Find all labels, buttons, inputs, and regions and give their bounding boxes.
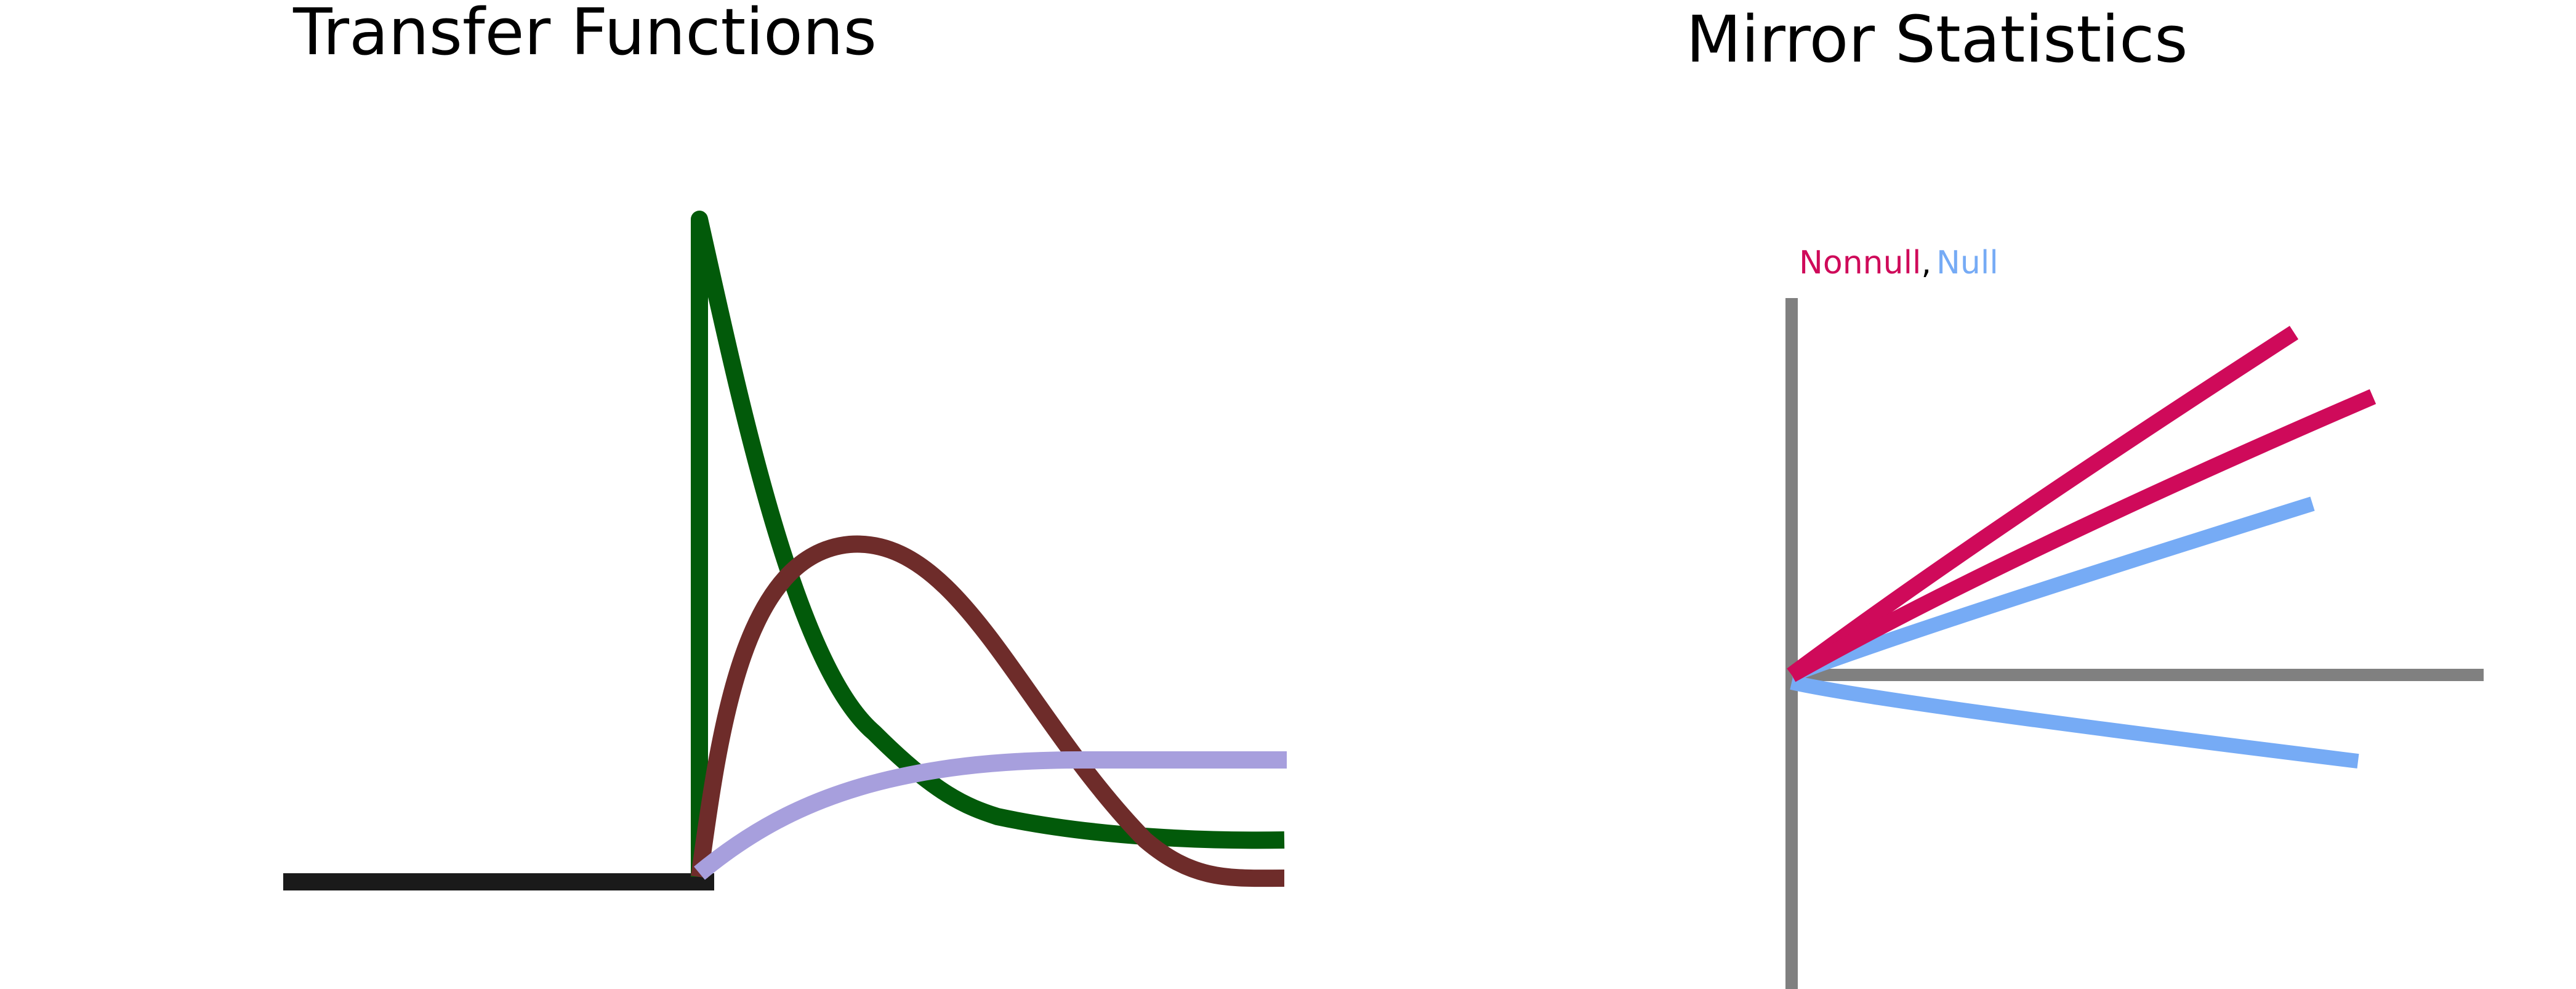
- mirror-statistics-title: Mirror Statistics: [1686, 2, 2188, 77]
- null-line-lower: [1790, 675, 2359, 769]
- brown-hump-curve: [691, 535, 1285, 887]
- null-line-upper: [1789, 496, 2315, 682]
- nonnull-line-upper: [1787, 326, 2299, 682]
- lavender-saturation-curve: [694, 751, 1287, 880]
- legend-nonnull-label: Nonnull: [1799, 244, 1921, 281]
- transfer-functions-panel: Transfer Functions: [283, 0, 1287, 890]
- transfer-functions-title: Transfer Functions: [292, 0, 877, 70]
- nonnull-line-lower: [1787, 389, 2377, 682]
- legend: Nonnull, Null: [1799, 244, 1998, 281]
- legend-separator: ,: [1921, 244, 1931, 281]
- green-decay-curve: [691, 211, 1285, 877]
- mirror-statistics-panel: Mirror Statistics Nonnull, Null: [1686, 2, 2484, 989]
- legend-null-label: Null: [1936, 244, 1998, 281]
